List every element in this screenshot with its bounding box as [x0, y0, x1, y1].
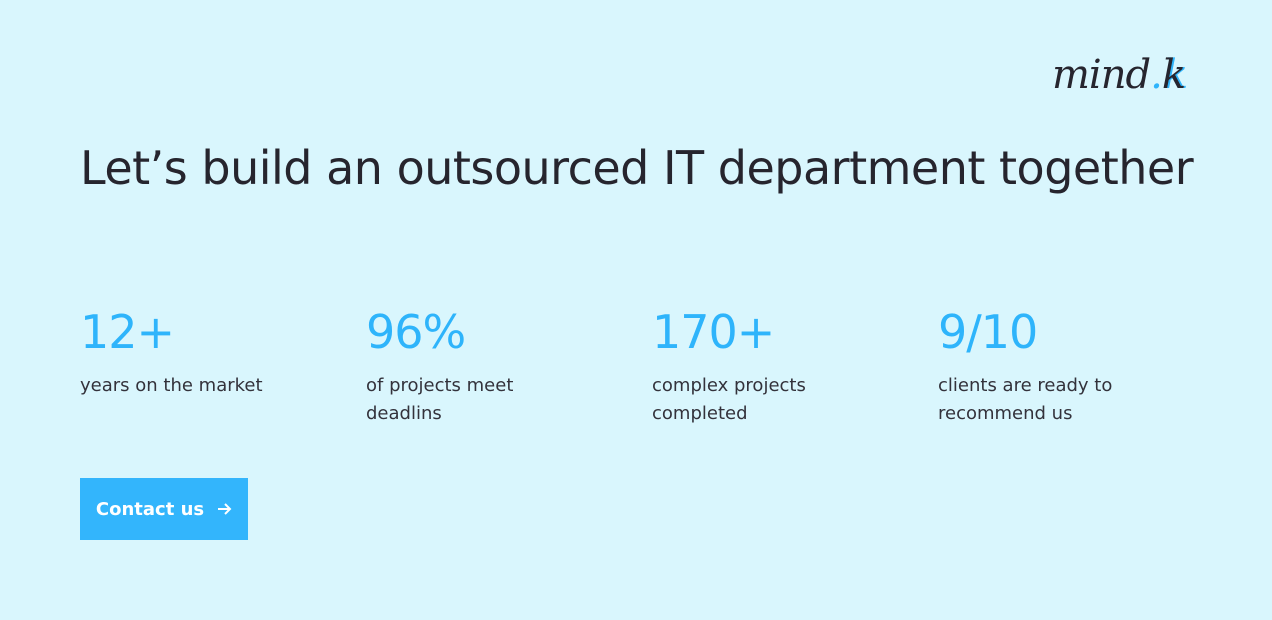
- stat-number: 170+: [652, 305, 775, 359]
- logo-letter: k: [1161, 52, 1186, 98]
- stat-item: 170+ complex projects completed: [652, 304, 938, 428]
- stat-item: 9/10 clients are ready to recommend us: [938, 304, 1224, 428]
- stat-item: 96% of projects meet deadlins: [366, 304, 652, 428]
- contact-button[interactable]: Contact us: [80, 478, 248, 540]
- logo-word: mind: [1052, 52, 1151, 98]
- stat-item: 12+ years on the market: [80, 304, 366, 400]
- button-label: Contact us: [95, 498, 205, 520]
- stat-label: years on the market: [80, 375, 263, 396]
- stat-label: clients are ready to recommend us: [938, 375, 1113, 424]
- stat-number: 96%: [366, 305, 466, 359]
- title: Let’s build an outsourced IT department …: [80, 141, 1194, 195]
- logo-dot: .: [1150, 52, 1163, 98]
- stat-label: complex projects completed: [652, 375, 806, 424]
- logo[interactable]: mind.k: [1052, 52, 1186, 98]
- stat-number: 9/10: [938, 305, 1038, 359]
- stat-number: 12+: [80, 305, 175, 359]
- stat-label: of projects meet deadlins: [366, 375, 514, 424]
- arrow-icon: [218, 503, 232, 515]
